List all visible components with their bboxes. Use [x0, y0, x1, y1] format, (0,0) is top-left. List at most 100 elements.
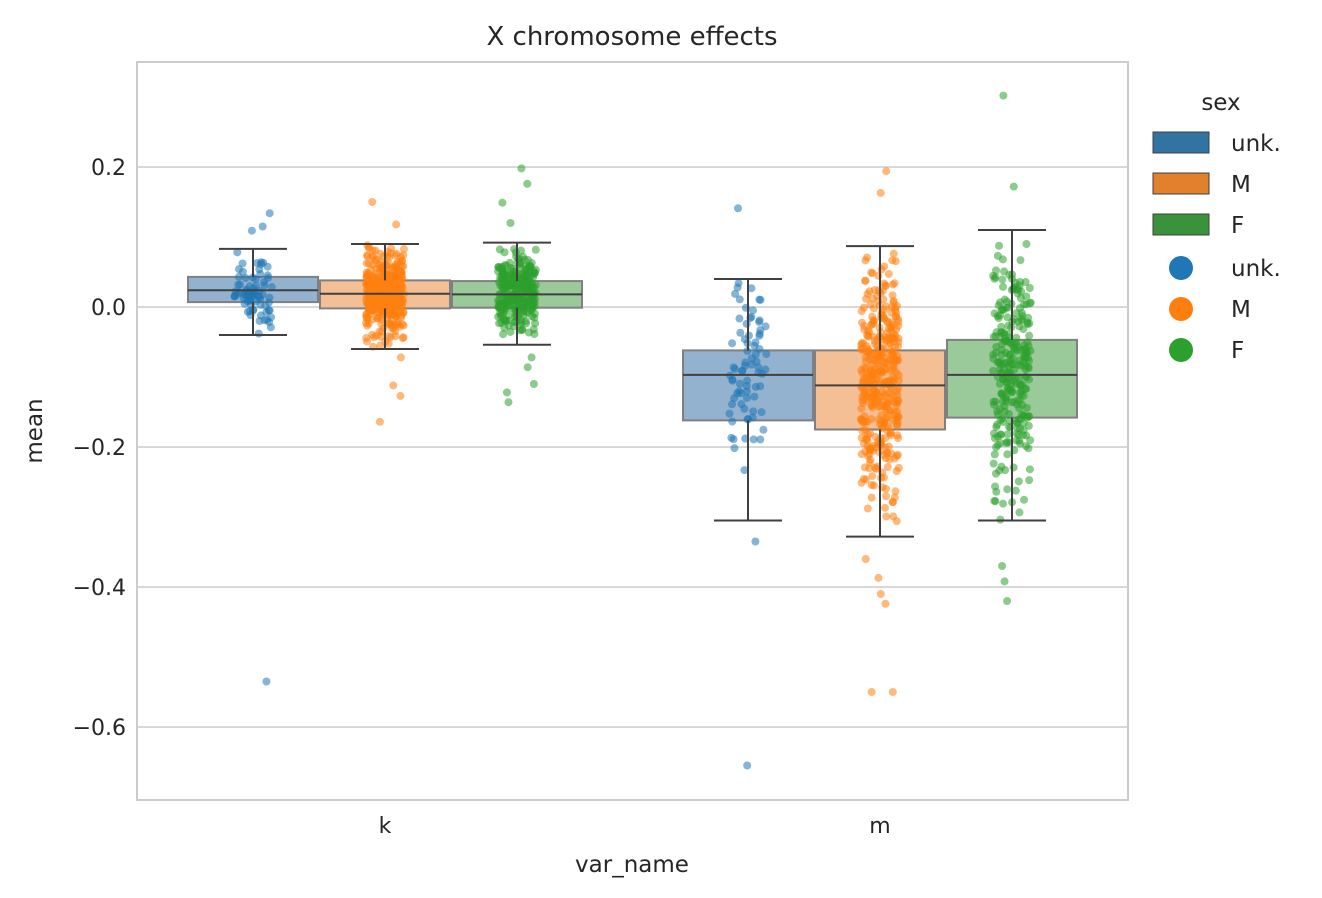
strip-point: [1020, 495, 1029, 504]
strip-point: [749, 407, 758, 416]
strip-point: [1022, 403, 1031, 412]
strip-point: [524, 308, 533, 317]
strip-point: [522, 268, 531, 277]
strip-point: [728, 339, 737, 348]
strip-point: [996, 416, 1005, 425]
outlier-point: [262, 677, 271, 686]
x-tick-label: k: [379, 814, 392, 839]
plot-frame: [136, 61, 1129, 801]
outlier-point: [396, 353, 405, 362]
legend-label: F: [1231, 338, 1244, 364]
outlier-point: [1009, 182, 1018, 191]
strip-point: [882, 414, 891, 423]
outlier-point: [874, 573, 883, 582]
strip-point: [1012, 333, 1021, 342]
strip-point: [893, 390, 902, 399]
strip-point: [879, 295, 888, 304]
strip-point: [889, 498, 898, 507]
y-tick-label: 0.2: [91, 156, 126, 181]
strip-point: [509, 271, 518, 280]
strip-point: [992, 487, 1001, 496]
strip-point: [882, 406, 891, 415]
strip-point: [887, 326, 896, 335]
strip-point: [731, 289, 740, 298]
strip-point: [371, 274, 380, 283]
strip-point: [885, 455, 894, 464]
outlier-point: [876, 188, 885, 197]
strip-point: [530, 330, 539, 339]
strip-point: [882, 302, 891, 311]
strip-point: [399, 333, 408, 342]
strip-point: [1014, 477, 1023, 486]
strip-point: [387, 273, 396, 282]
strip-point: [1011, 486, 1020, 495]
outlier-point: [254, 329, 263, 338]
strip-point: [882, 484, 891, 493]
strip-point: [750, 392, 759, 401]
strip-point: [996, 298, 1005, 307]
legend-label: M: [1231, 172, 1251, 198]
strip-point: [1025, 476, 1034, 485]
strip-point: [1000, 267, 1009, 276]
strip-point: [858, 396, 867, 405]
strip-point: [863, 504, 872, 513]
strip-point: [728, 375, 737, 384]
strip-point: [399, 262, 408, 271]
strip-point: [514, 297, 523, 306]
strip-point: [1002, 393, 1011, 402]
strip-point: [499, 330, 508, 339]
strip-point: [893, 431, 902, 440]
legend-label: unk.: [1231, 131, 1281, 157]
strip-point: [735, 295, 744, 304]
strip-point: [863, 289, 872, 298]
strip-point: [866, 394, 875, 403]
strip-point: [1023, 318, 1032, 327]
strip-point: [864, 348, 873, 357]
strip-point: [871, 389, 880, 398]
strip-point: [747, 284, 756, 293]
outlier-point: [734, 204, 743, 213]
strip-point: [756, 435, 765, 444]
strip-point: [738, 366, 747, 375]
strip-point: [864, 451, 873, 460]
strip-point: [1003, 485, 1012, 494]
strip-point: [1015, 396, 1024, 405]
strip-point: [231, 287, 240, 296]
strip-point: [1021, 278, 1030, 287]
strip-point: [993, 358, 1002, 367]
strip-point: [867, 268, 876, 277]
strip-point: [729, 435, 738, 444]
outlier-point: [881, 599, 890, 608]
outlier-point: [876, 590, 885, 598]
strip-point: [1011, 374, 1020, 383]
strip-point: [1024, 363, 1033, 372]
strip-point: [893, 356, 902, 365]
outlier-point: [523, 179, 532, 188]
y-tick-label: −0.4: [73, 576, 126, 601]
outlier-point: [999, 91, 1008, 100]
strip-point: [990, 400, 999, 409]
strip-point: [376, 257, 385, 266]
strip-point: [867, 493, 876, 502]
strip-point: [506, 327, 515, 336]
strip-point: [396, 313, 405, 322]
strip-point: [382, 314, 391, 323]
strip-point: [989, 459, 998, 468]
strip-point: [393, 320, 402, 329]
strip-point: [233, 248, 242, 257]
strip-point: [867, 415, 876, 424]
point-layer: [230, 91, 1035, 770]
strip-point: [498, 271, 507, 280]
strip-point: [1019, 300, 1028, 309]
strip-point: [858, 368, 867, 377]
strip-point: [1012, 429, 1021, 438]
strip-point: [265, 306, 274, 315]
legend-title: sex: [1201, 90, 1240, 116]
strip-point: [878, 367, 887, 376]
strip-point: [882, 335, 891, 344]
outlier-point: [258, 222, 267, 231]
strip-point: [989, 350, 998, 359]
strip-point: [884, 269, 893, 278]
